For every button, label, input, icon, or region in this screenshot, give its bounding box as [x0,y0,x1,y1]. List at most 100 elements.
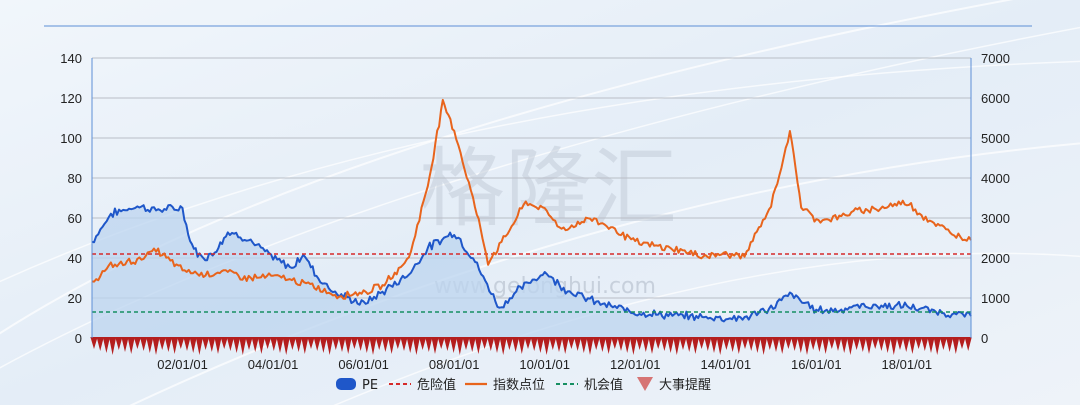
event-marker [96,337,104,351]
event-marker [406,337,414,353]
x-tick-label: 14/01/01 [700,357,751,372]
event-marker [698,337,706,349]
event-marker [350,337,358,349]
event-marker [270,337,278,351]
event-marker [946,337,954,352]
event-marker [890,337,898,355]
event-marker [753,337,761,353]
event-marker [369,337,377,355]
event-marker [202,337,210,350]
event-marker [462,337,470,350]
event-marker [939,337,947,350]
event-marker [183,337,191,351]
event-marker [822,337,830,354]
event-marker [450,337,458,353]
event-marker [543,337,551,355]
event-marker [933,337,941,355]
event-marker [524,337,532,349]
event-marker [177,337,185,349]
event-marker [679,337,687,350]
x-tick-label: 02/01/01 [157,357,208,372]
event-marker [722,337,730,350]
right-tick-label: 0 [981,331,988,346]
pe-area-fill [92,205,971,338]
event-marker [158,337,166,350]
event-marker [288,337,296,350]
event-marker [425,337,433,352]
event-marker [605,337,613,354]
legend: PE 危险值 指数点位 机会值 大事提醒 [336,377,711,393]
event-marker [90,337,98,349]
left-tick-label: 80 [68,171,82,186]
event-marker [518,337,526,354]
event-marker [375,337,383,350]
event-marker [667,337,675,353]
event-marker [146,337,154,353]
event-marker [419,337,427,350]
event-marker [127,337,135,354]
right-tick-label: 4000 [981,171,1010,186]
event-marker [499,337,507,355]
event-marker [133,337,141,349]
event-marker [809,337,817,350]
event-marker [908,337,916,354]
right-tick-label: 7000 [981,51,1010,66]
event-marker [642,337,650,352]
legend-label: 机会值 [584,377,623,393]
event-markers [90,337,972,355]
event-marker [431,337,439,354]
event-marker [927,337,935,353]
event-marker [195,337,203,355]
event-marker [332,337,340,350]
event-marker [115,337,123,350]
event-marker [140,337,148,351]
event-marker [586,337,594,355]
event-marker [264,337,272,349]
event-marker [555,337,563,352]
event-marker [226,337,234,351]
event-marker [691,337,699,354]
event-marker [443,337,451,351]
event-marker [629,337,637,355]
right-tick-label: 5000 [981,131,1010,146]
event-marker [859,337,867,352]
legend-label: 指数点位 [493,378,545,393]
event-marker [704,337,712,351]
right-axis-ticks: 0 1000 2000 3000 4000 5000 6000 7000 [981,51,1010,346]
event-marker [505,337,513,350]
event-marker [109,337,117,355]
event-marker [536,337,544,353]
event-marker [815,337,823,352]
event-marker [784,337,792,349]
event-marker [208,337,216,352]
series-line-指数点位 [91,98,972,300]
event-marker [481,337,489,349]
event-marker [716,337,724,355]
event-marker [512,337,520,352]
event-marker [239,337,247,355]
event-marker [530,337,538,351]
event-marker [921,337,929,351]
left-tick-label: 120 [60,91,82,106]
event-marker [797,337,805,353]
event-marker [574,337,582,351]
x-tick-label: 16/01/01 [791,357,842,372]
event-marker [741,337,749,349]
event-marker [735,337,743,354]
legend-swatch [336,378,356,390]
event-marker [592,337,600,350]
event-marker [958,337,966,349]
event-marker [549,337,557,350]
event-marker [710,337,718,353]
event-marker [685,337,693,352]
pe-area [92,205,971,338]
event-marker [394,337,402,349]
x-tick-label: 18/01/01 [882,357,933,372]
event-marker [102,337,110,353]
event-marker [189,337,197,353]
event-marker [338,337,346,352]
event-marker [326,337,334,355]
left-tick-label: 0 [75,331,82,346]
left-tick-label: 40 [68,251,82,266]
x-tick-label: 08/01/01 [429,357,480,372]
